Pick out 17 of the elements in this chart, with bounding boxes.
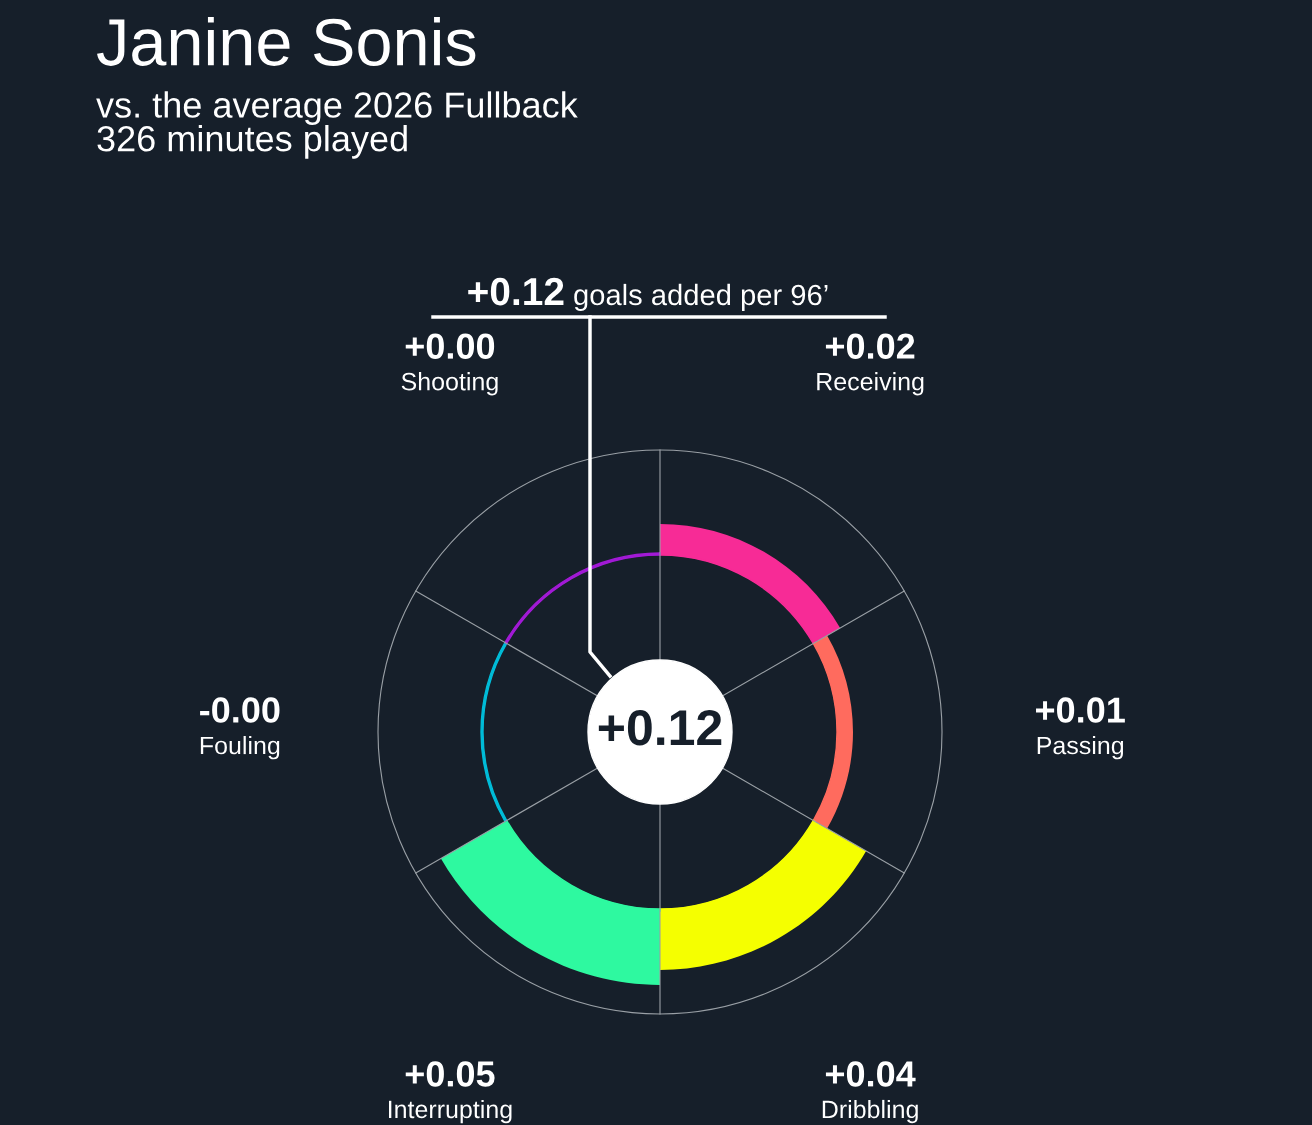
category-label: Receiving bbox=[817, 372, 924, 396]
data-label: -0.00 bbox=[200, 697, 280, 723]
data-label: +0.00 bbox=[405, 333, 495, 359]
text: +0.12 bbox=[598, 710, 722, 746]
text: Janine Sonis bbox=[97, 16, 476, 66]
data-label: +0.01 bbox=[1036, 697, 1125, 723]
text: vs. the average 2026 Fullback 326 minutes played bbox=[96, 91, 578, 159]
category-label: Fouling bbox=[200, 736, 280, 760]
category-label: Interrupting bbox=[388, 1099, 512, 1124]
text: goals added per 96’ bbox=[574, 283, 828, 312]
data-label: +0.05 bbox=[405, 1061, 495, 1087]
category-label: Shooting bbox=[401, 372, 498, 396]
data-label: +0.04 bbox=[825, 1061, 916, 1087]
text: +0.12 bbox=[468, 277, 564, 306]
category-label: Dribbling bbox=[822, 1099, 918, 1124]
data-label: +0.02 bbox=[825, 333, 915, 359]
category-label: Passing bbox=[1037, 736, 1124, 760]
